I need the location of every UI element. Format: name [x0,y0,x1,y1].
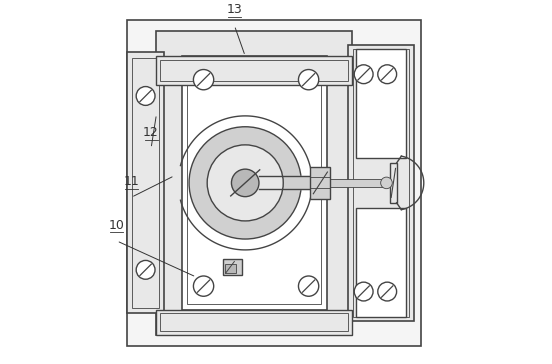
Circle shape [378,65,397,84]
Circle shape [299,276,319,296]
Bar [156,56,352,85]
Circle shape [381,177,392,189]
Circle shape [193,276,214,296]
Bar [128,20,421,346]
Bar [182,56,327,310]
Circle shape [193,70,214,90]
Bar [348,45,413,321]
Bar [390,163,397,203]
Text: 11: 11 [123,175,139,188]
Bar [187,62,321,304]
Bar [156,31,352,335]
Circle shape [354,65,373,84]
Text: 13: 13 [226,3,242,16]
Circle shape [299,70,319,90]
Circle shape [189,127,301,239]
Bar [128,52,164,313]
Circle shape [207,145,283,221]
Circle shape [354,282,373,301]
Bar [160,60,348,82]
Bar [330,179,388,186]
Bar [225,264,236,273]
Bar [132,58,160,308]
Bar [355,49,406,158]
Bar [160,313,348,331]
Bar [224,259,242,275]
Circle shape [231,169,259,197]
Text: 12: 12 [143,126,159,139]
Text: 10: 10 [109,219,125,232]
Bar [156,310,352,335]
Circle shape [136,260,155,279]
Circle shape [136,87,155,106]
Bar [353,49,409,317]
Bar [310,167,330,199]
Circle shape [378,282,397,301]
Bar [355,208,406,317]
